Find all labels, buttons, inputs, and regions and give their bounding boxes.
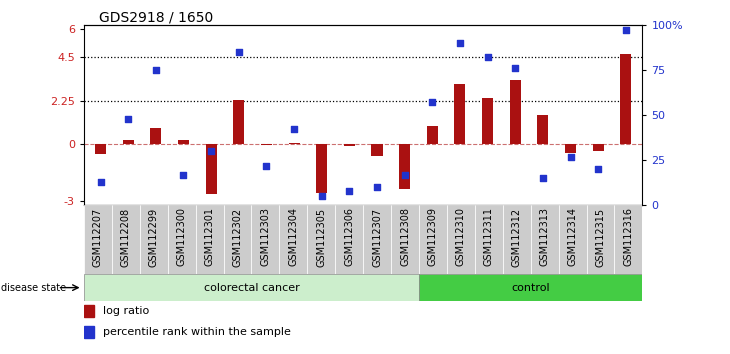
- Bar: [261, 144, 272, 145]
- Point: [371, 184, 383, 190]
- Bar: [234, 100, 245, 144]
- Bar: [593, 144, 604, 150]
- Text: GSM112313: GSM112313: [539, 207, 550, 267]
- Bar: [307, 205, 335, 274]
- Bar: [503, 205, 531, 274]
- Bar: [391, 205, 419, 274]
- Text: GSM112300: GSM112300: [177, 207, 187, 267]
- Point: [565, 154, 577, 159]
- Bar: [223, 205, 251, 274]
- Point: [454, 40, 466, 46]
- Text: GSM112301: GSM112301: [204, 207, 215, 267]
- Point: [205, 148, 217, 154]
- Bar: [344, 144, 355, 146]
- Point: [316, 193, 328, 199]
- Text: colorectal cancer: colorectal cancer: [204, 282, 299, 293]
- Bar: [123, 139, 134, 144]
- Point: [177, 172, 189, 177]
- Bar: [84, 305, 94, 317]
- Bar: [537, 115, 548, 144]
- Text: GSM112303: GSM112303: [261, 207, 270, 267]
- Bar: [454, 84, 466, 144]
- Bar: [427, 126, 438, 144]
- Text: GSM112308: GSM112308: [400, 207, 410, 267]
- Point: [537, 175, 549, 181]
- Bar: [178, 139, 189, 144]
- Bar: [95, 144, 106, 154]
- Text: GSM112316: GSM112316: [623, 207, 634, 267]
- Text: GSM112302: GSM112302: [233, 207, 242, 267]
- Bar: [482, 98, 493, 144]
- Text: GSM112310: GSM112310: [456, 207, 466, 267]
- Bar: [510, 80, 520, 144]
- Point: [233, 49, 245, 55]
- Bar: [399, 144, 410, 189]
- Point: [482, 55, 493, 60]
- Bar: [565, 144, 576, 154]
- Point: [592, 166, 604, 172]
- Bar: [558, 205, 587, 274]
- Text: GDS2918 / 1650: GDS2918 / 1650: [99, 11, 213, 25]
- Bar: [206, 144, 217, 194]
- Bar: [140, 205, 168, 274]
- Text: percentile rank within the sample: percentile rank within the sample: [104, 327, 291, 337]
- Bar: [372, 144, 383, 156]
- Text: log ratio: log ratio: [104, 306, 150, 316]
- Point: [95, 179, 107, 185]
- Text: GSM112314: GSM112314: [568, 207, 577, 267]
- Bar: [447, 205, 474, 274]
- Point: [150, 67, 161, 73]
- Text: GSM112309: GSM112309: [428, 207, 438, 267]
- Text: GSM112299: GSM112299: [149, 207, 158, 267]
- Bar: [364, 205, 391, 274]
- Bar: [280, 205, 307, 274]
- Text: GSM112305: GSM112305: [316, 207, 326, 267]
- Text: GSM112311: GSM112311: [484, 207, 493, 267]
- Text: GSM112304: GSM112304: [288, 207, 299, 267]
- Text: GSM112315: GSM112315: [596, 207, 605, 267]
- Text: GSM112208: GSM112208: [121, 207, 131, 267]
- Bar: [587, 205, 615, 274]
- Bar: [112, 205, 140, 274]
- Text: GSM112307: GSM112307: [372, 207, 382, 267]
- Bar: [620, 53, 631, 144]
- Bar: [150, 127, 161, 144]
- Text: GSM112312: GSM112312: [512, 207, 522, 267]
- Bar: [84, 326, 94, 338]
- Bar: [419, 274, 642, 301]
- Bar: [288, 143, 299, 144]
- Bar: [474, 205, 503, 274]
- Bar: [84, 274, 419, 301]
- Point: [344, 188, 356, 194]
- Point: [261, 163, 272, 169]
- Bar: [84, 205, 112, 274]
- Bar: [251, 205, 280, 274]
- Text: GSM112306: GSM112306: [345, 207, 354, 267]
- Bar: [419, 205, 447, 274]
- Bar: [196, 205, 223, 274]
- Text: GSM112207: GSM112207: [93, 207, 103, 267]
- Point: [288, 127, 300, 132]
- Point: [123, 116, 134, 121]
- Bar: [615, 205, 642, 274]
- Text: disease state: disease state: [1, 282, 66, 293]
- Point: [399, 172, 410, 177]
- Text: control: control: [512, 282, 550, 293]
- Bar: [531, 205, 558, 274]
- Point: [620, 27, 631, 33]
- Bar: [316, 144, 327, 193]
- Bar: [168, 205, 196, 274]
- Bar: [335, 205, 364, 274]
- Point: [510, 65, 521, 71]
- Point: [426, 99, 438, 105]
